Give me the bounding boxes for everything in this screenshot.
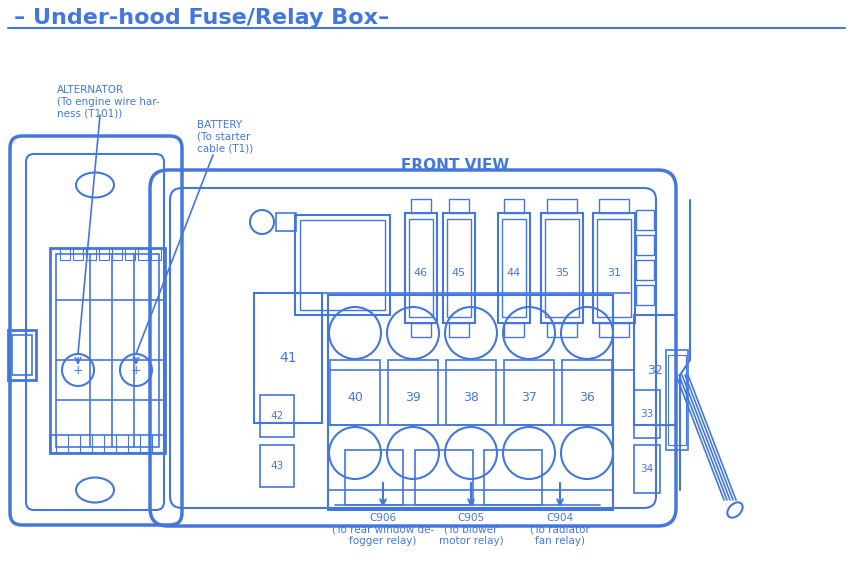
Text: 35: 35 xyxy=(555,268,568,278)
Text: 38: 38 xyxy=(463,390,478,403)
Bar xyxy=(138,248,148,260)
Bar xyxy=(408,219,433,317)
Bar xyxy=(633,315,675,425)
Text: 43: 43 xyxy=(270,461,284,471)
Bar xyxy=(636,210,653,230)
Bar xyxy=(546,323,576,337)
Bar xyxy=(561,360,611,425)
Bar xyxy=(446,219,470,317)
Text: ALTERNATOR
(To engine wire har-
ness (T101)): ALTERNATOR (To engine wire har- ness (T1… xyxy=(57,85,159,118)
Text: 36: 36 xyxy=(579,390,594,403)
Text: C904
(To radiator
fan relay): C904 (To radiator fan relay) xyxy=(529,513,590,546)
Bar xyxy=(498,213,529,323)
Bar xyxy=(8,330,36,380)
Bar xyxy=(667,355,685,445)
Bar xyxy=(411,323,430,337)
Bar xyxy=(544,219,579,317)
Bar xyxy=(405,213,436,323)
Bar xyxy=(415,450,473,505)
Bar xyxy=(99,248,109,260)
Bar xyxy=(300,220,384,310)
Bar xyxy=(636,285,653,305)
Bar xyxy=(330,360,379,425)
Text: +: + xyxy=(72,364,83,377)
Bar xyxy=(504,360,553,425)
Bar xyxy=(442,213,475,323)
Bar xyxy=(633,445,659,493)
Bar xyxy=(86,248,96,260)
Bar xyxy=(411,199,430,213)
Bar xyxy=(276,213,296,231)
Text: FRONT VIEW: FRONT VIEW xyxy=(400,158,509,173)
Bar xyxy=(151,248,161,260)
Text: 37: 37 xyxy=(521,390,536,403)
Bar xyxy=(633,390,659,438)
Bar xyxy=(12,335,32,375)
Bar xyxy=(73,248,83,260)
Bar xyxy=(328,295,613,510)
Bar xyxy=(636,235,653,255)
Bar xyxy=(112,248,122,260)
Bar xyxy=(502,219,526,317)
Bar xyxy=(60,248,70,260)
Bar xyxy=(260,445,294,487)
Bar xyxy=(50,248,164,453)
Bar xyxy=(540,213,582,323)
Bar xyxy=(260,395,294,437)
Bar xyxy=(254,293,321,423)
Text: C905
(To blower
motor relay): C905 (To blower motor relay) xyxy=(438,513,503,546)
Text: 41: 41 xyxy=(279,351,296,365)
Bar xyxy=(344,450,402,505)
Text: 42: 42 xyxy=(270,411,284,421)
Bar xyxy=(295,215,389,315)
Text: 33: 33 xyxy=(640,409,653,419)
Bar xyxy=(50,435,164,453)
Text: 34: 34 xyxy=(640,464,653,474)
Bar xyxy=(546,199,576,213)
Bar xyxy=(592,213,634,323)
Text: 46: 46 xyxy=(413,268,428,278)
Bar xyxy=(504,323,523,337)
Bar xyxy=(598,323,628,337)
Bar xyxy=(636,260,653,280)
Bar xyxy=(328,425,613,490)
Bar xyxy=(56,254,158,447)
Bar xyxy=(125,248,135,260)
Text: 44: 44 xyxy=(506,268,521,278)
Text: 32: 32 xyxy=(647,364,662,377)
Text: 40: 40 xyxy=(347,390,362,403)
Bar xyxy=(598,199,628,213)
Bar xyxy=(483,450,541,505)
Text: 45: 45 xyxy=(452,268,465,278)
Bar xyxy=(665,350,688,450)
Text: – Under-hood Fuse/Relay Box–: – Under-hood Fuse/Relay Box– xyxy=(14,8,389,28)
Bar xyxy=(448,199,469,213)
Text: BATTERY
(To starter
cable (T1)): BATTERY (To starter cable (T1)) xyxy=(197,120,253,153)
Bar xyxy=(596,219,630,317)
Bar xyxy=(504,199,523,213)
Text: C906
(To rear window de-
fogger relay): C906 (To rear window de- fogger relay) xyxy=(331,513,434,546)
Bar xyxy=(388,360,437,425)
Text: 39: 39 xyxy=(405,390,420,403)
Bar xyxy=(446,360,495,425)
Text: 31: 31 xyxy=(607,268,620,278)
Bar xyxy=(448,323,469,337)
Text: +: + xyxy=(130,364,141,377)
